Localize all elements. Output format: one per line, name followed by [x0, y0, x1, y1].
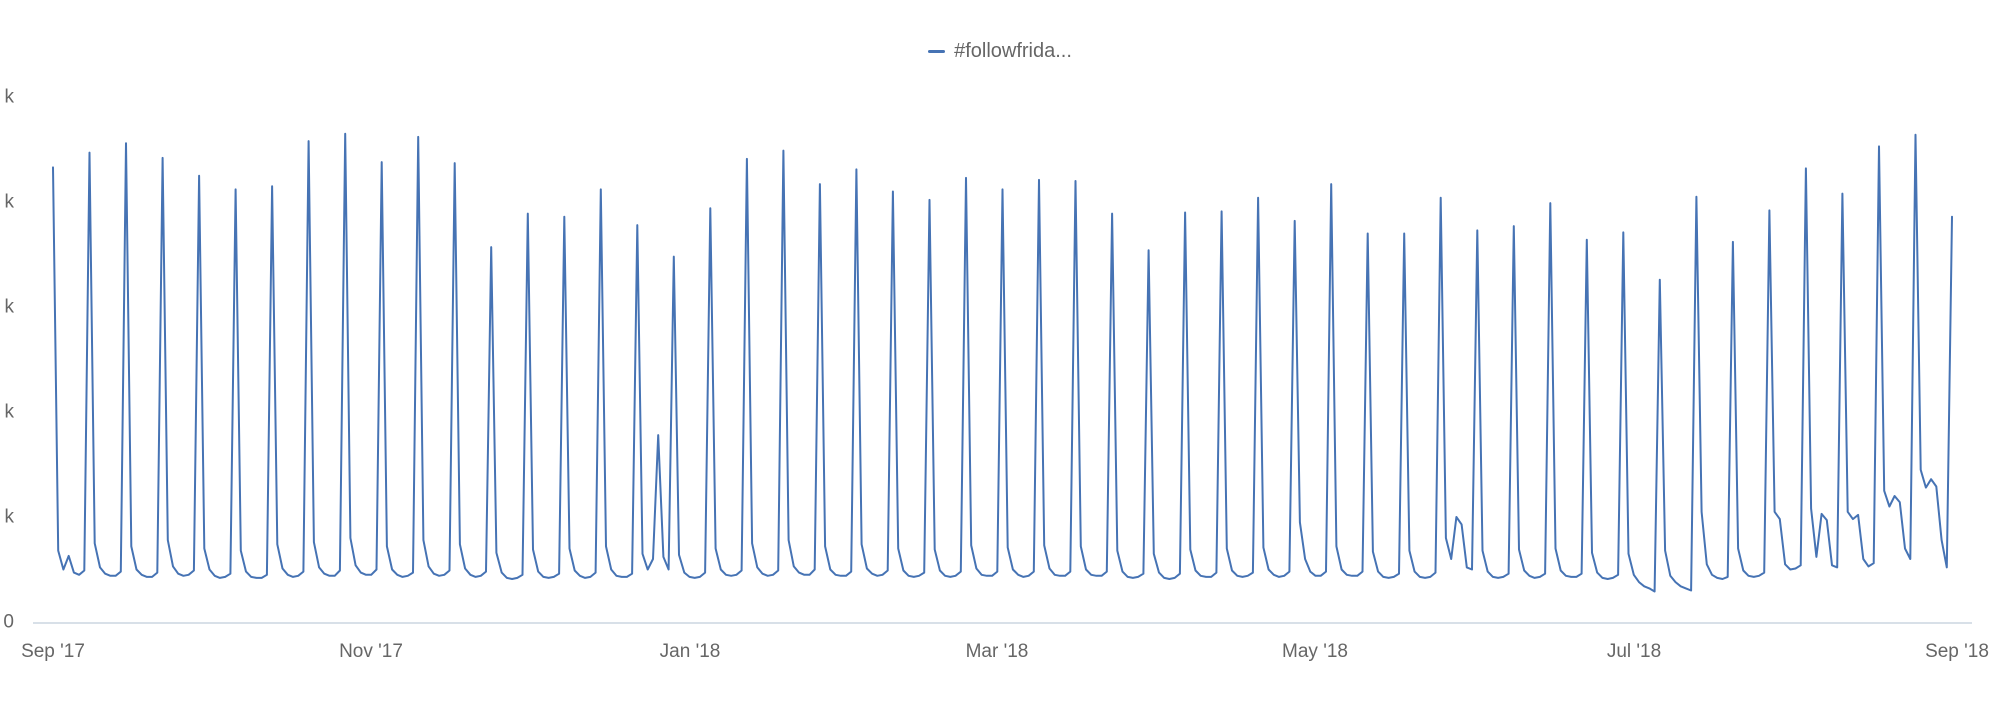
x-axis-tick-label-jan-18: Jan '18 — [660, 641, 721, 662]
x-axis-tick-label-may-18: May '18 — [1282, 641, 1348, 662]
y-axis-tick-label: k — [5, 192, 15, 213]
series-line-followfriday[interactable] — [52, 132, 1953, 593]
x-axis-tick-label-sep-17: Sep '17 — [21, 641, 85, 662]
x-axis-tick-label-sep-18: Sep '18 — [1925, 641, 1989, 662]
y-axis-tick-label: k — [5, 402, 15, 423]
y-axis-tick-label: 0 — [3, 612, 14, 633]
x-axis-tick-label-nov-17: Nov '17 — [339, 641, 403, 662]
x-axis-tick-label-mar-18: Mar '18 — [966, 641, 1029, 662]
legend-item-followfriday[interactable]: #followfrida... — [928, 40, 1072, 63]
legend-line-marker-icon — [928, 50, 946, 53]
legend: #followfrida... — [0, 40, 2000, 63]
y-axis-tick-label: k — [5, 297, 15, 318]
y-axis-tick-label: k — [5, 87, 15, 108]
x-axis-tick-label-jul-18: Jul '18 — [1607, 641, 1661, 662]
legend-label: #followfrida... — [954, 40, 1072, 62]
y-axis-tick-label: k — [5, 507, 15, 528]
